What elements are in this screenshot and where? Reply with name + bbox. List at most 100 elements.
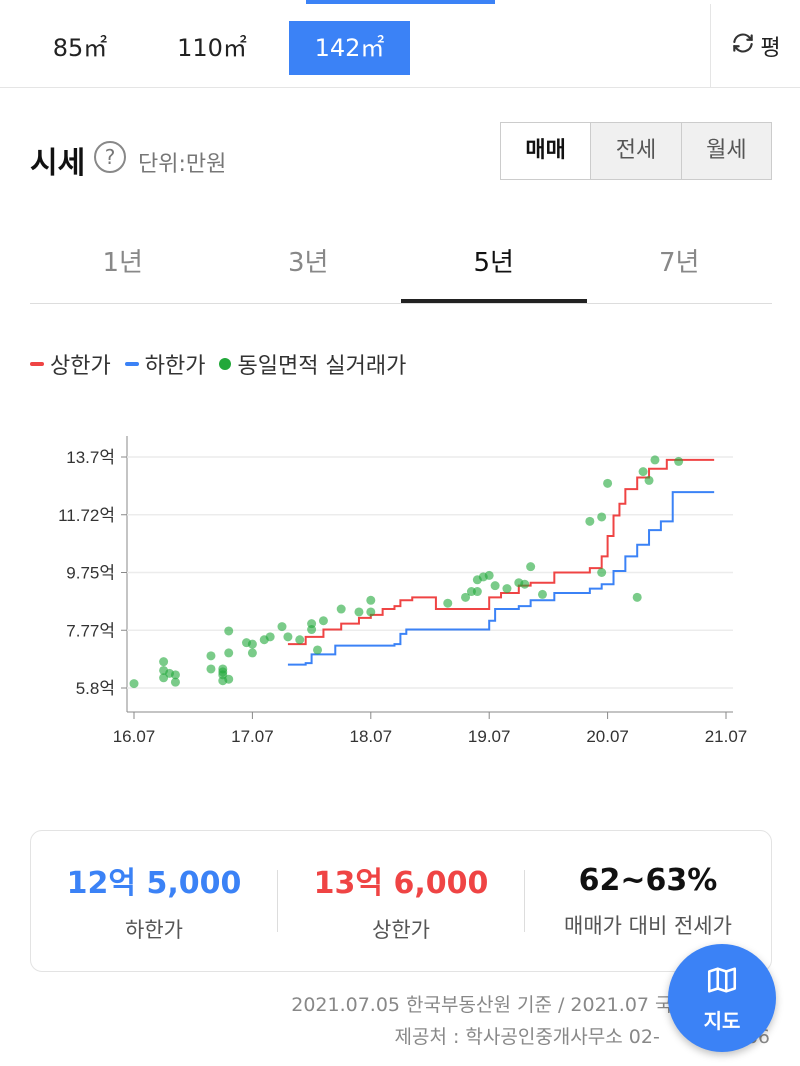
unit-label: 단위:만원 xyxy=(138,152,227,177)
legend-item-trades: 동일면적 실거래가 xyxy=(219,348,406,380)
area-tab-110[interactable]: 110㎡ xyxy=(177,34,247,62)
period-tab-1y[interactable]: 1년 xyxy=(102,248,143,278)
summary-ratio: 62~63% 매매가 대비 전세가 xyxy=(525,863,771,940)
x-tick-label: 19.07 xyxy=(468,727,511,746)
period-tab-7y[interactable]: 7년 xyxy=(659,248,700,278)
trade-point xyxy=(597,512,607,522)
trade-point xyxy=(206,651,216,661)
area-selector-bar: 85㎡ 110㎡ 142㎡ 평 xyxy=(0,4,800,88)
summary-upper-label: 상한가 xyxy=(372,918,430,942)
summary-upper-value: 13억 6,000 xyxy=(313,866,489,901)
trade-point xyxy=(490,581,500,591)
legend-swatch-lower xyxy=(124,362,139,366)
trade-point xyxy=(247,639,257,649)
source-date: 2021.07.05 한국부동산원 기준 / 2021.07 국토 xyxy=(291,994,690,1016)
summary-lower-value: 12억 5,000 xyxy=(66,866,242,901)
trade-point xyxy=(247,648,257,658)
series-line-lower xyxy=(287,491,715,666)
trade-point xyxy=(277,622,287,632)
x-tick-label: 17.07 xyxy=(231,727,274,746)
trade-point xyxy=(170,677,180,687)
y-tick-label: 5.8억 xyxy=(76,679,115,698)
price-chart[interactable]: 13.7억 11.72억 9.75억 7.77억 5.8억 16.07 17.07 18.07… xyxy=(0,420,800,780)
trade-point xyxy=(638,467,648,477)
price-summary: 12억 5,000 하한가 13억 6,000 상한가 62~63% 매매가 대… xyxy=(30,830,772,972)
x-tick-label: 16.07 xyxy=(113,727,156,746)
trade-point xyxy=(129,679,139,689)
summary-ratio-value: 62~63% xyxy=(578,862,718,898)
source-provider-text: 제공처 : 학사공인중개사무소 02- xyxy=(394,1026,660,1048)
legend-item-upper: 상한가 xyxy=(30,348,111,380)
x-tick-label: 21.07 xyxy=(705,727,748,746)
trade-point xyxy=(224,626,234,636)
trade-point xyxy=(366,607,376,617)
trade-point xyxy=(632,592,642,602)
x-tick-label: 20.07 xyxy=(586,727,629,746)
trade-point xyxy=(295,635,305,645)
trade-point xyxy=(520,579,530,589)
legend-label-trades: 동일면적 실거래가 xyxy=(237,354,407,379)
summary-divider xyxy=(277,870,278,932)
trade-type-selector: 매매 전세 월세 xyxy=(500,122,772,180)
trade-point xyxy=(265,632,275,642)
trade-point xyxy=(224,648,234,658)
x-tick-label: 18.07 xyxy=(350,727,393,746)
refresh-icon xyxy=(730,30,756,62)
trade-point xyxy=(603,478,613,488)
help-icon[interactable]: ? xyxy=(94,141,126,173)
chart-legend: 상한가 하한가 동일면적 실거래가 xyxy=(30,348,406,380)
period-tab-3y[interactable]: 3년 xyxy=(288,248,329,278)
trade-point xyxy=(206,664,216,674)
summary-ratio-label: 매매가 대비 전세가 xyxy=(564,913,732,938)
page-title: 시세 xyxy=(30,146,86,181)
period-tabs: 1년 3년 5년 7년 xyxy=(30,222,772,304)
trade-point xyxy=(366,595,376,605)
trade-point xyxy=(336,604,346,614)
trade-point xyxy=(283,632,293,642)
map-button[interactable]: 지도 xyxy=(668,944,776,1052)
unit-toggle-label: 평 xyxy=(760,36,781,61)
trade-point xyxy=(502,584,512,594)
area-tab-85[interactable]: 85㎡ xyxy=(52,34,108,62)
trade-point xyxy=(443,598,453,608)
period-tab-5y[interactable]: 5년 xyxy=(401,222,587,303)
trade-point xyxy=(644,475,654,485)
map-button-label: 지도 xyxy=(703,1008,741,1033)
trade-point xyxy=(537,589,547,599)
y-tick-label: 11.72억 xyxy=(58,506,115,525)
trade-point xyxy=(526,562,536,572)
trade-point xyxy=(159,657,169,667)
summary-lower-label: 하한가 xyxy=(125,918,183,942)
trade-point xyxy=(307,625,317,635)
active-tab-indicator xyxy=(306,0,495,4)
summary-divider xyxy=(524,870,525,932)
trade-point xyxy=(484,570,494,580)
trade-point xyxy=(597,568,607,577)
trade-point xyxy=(650,455,660,465)
legend-item-lower: 하한가 xyxy=(124,348,206,380)
trade-sale-button[interactable]: 매매 xyxy=(501,123,591,179)
trade-point xyxy=(674,456,684,466)
trade-point xyxy=(585,516,595,526)
area-tab-142[interactable]: 142㎡ xyxy=(289,21,410,75)
trade-point xyxy=(224,674,234,684)
trade-point xyxy=(472,587,482,597)
unit-toggle-button[interactable]: 평 xyxy=(710,4,800,88)
summary-upper: 13억 6,000 상한가 xyxy=(278,858,524,944)
trade-jeonse-button[interactable]: 전세 xyxy=(590,123,681,179)
legend-label-upper: 상한가 xyxy=(50,354,111,379)
summary-lower: 12억 5,000 하한가 xyxy=(31,858,277,944)
y-tick-label: 13.7억 xyxy=(66,448,115,467)
trade-point xyxy=(461,592,471,602)
legend-swatch-trades xyxy=(219,358,232,370)
map-icon xyxy=(705,963,739,1001)
trade-point xyxy=(318,616,328,626)
trade-point xyxy=(354,607,364,617)
trade-point xyxy=(313,645,323,655)
y-tick-label: 9.75억 xyxy=(66,564,115,583)
trade-monthly-button[interactable]: 월세 xyxy=(680,123,771,179)
trade-point xyxy=(170,670,180,680)
y-tick-label: 7.77억 xyxy=(66,621,115,640)
legend-label-lower: 하한가 xyxy=(144,354,206,379)
legend-swatch-upper xyxy=(30,362,44,366)
